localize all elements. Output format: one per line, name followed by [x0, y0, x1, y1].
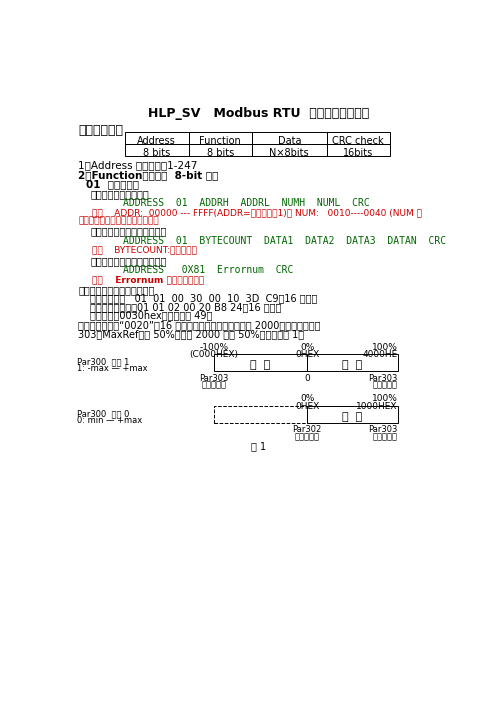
Text: 频率最大值: 频率最大值	[373, 381, 398, 389]
Bar	[188, 144, 252, 156]
Text: N×8bits: N×8bits	[270, 148, 309, 158]
Text: Address: Address	[138, 135, 176, 145]
Text: 变频器返回数据：01 01 02 00 20 B8 24（16 进制）: 变频器返回数据：01 01 02 00 20 B8 24（16 进制）	[90, 302, 282, 312]
Text: ADDRESS   0X81  Errornum  CRC: ADDRESS 0X81 Errornum CRC	[123, 265, 294, 275]
Text: ADDRESS  01  BYTECOUNT  DATA1  DATA2  DATA3  DATAN  CRC: ADDRESS 01 BYTECOUNT DATA1 DATA2 DATA3 D…	[123, 236, 447, 246]
Text: 应发送数据：   01  01  00  30  00  10  3D  C9（16 进制）: 应发送数据： 01 01 00 30 00 10 3D C9（16 进制）	[90, 294, 318, 304]
Text: 1）Address 通讯地址：1-247: 1）Address 通讯地址：1-247	[79, 160, 198, 170]
Text: 如：要检测变频器的输出频率: 如：要检测变频器的输出频率	[79, 285, 155, 295]
Text: (C000HEX): (C000HEX)	[190, 351, 238, 359]
Bar	[307, 406, 398, 423]
Text: 通信资料格式: 通信资料格式	[79, 124, 123, 137]
Text: 图 1: 图 1	[250, 441, 266, 451]
Text: 8 bits: 8 bits	[143, 148, 170, 158]
Text: 要读线圈状态值的二进制数位数）: 要读线圈状态值的二进制数位数）	[79, 217, 159, 225]
Text: 0: min — +max: 0: min — +max	[77, 416, 142, 425]
Text: Par300  设为 0: Par300 设为 0	[77, 409, 130, 418]
Text: 正  转: 正 转	[342, 412, 362, 422]
Bar	[252, 144, 327, 156]
Text: Par303: Par303	[200, 374, 229, 383]
Text: 反  转: 反 转	[250, 361, 271, 371]
Bar	[252, 132, 327, 144]
Bar	[188, 132, 252, 144]
Text: ADDRESS  01  ADDRH  ADDRL  NUMH  NUML  CRC: ADDRESS 01 ADDRH ADDRL NUMH NUML CRC	[123, 198, 370, 208]
Bar	[125, 132, 188, 144]
Text: 返回的数据位为“0020”（16 进制），高位与低位互换，为 2000。即输出频率为: 返回的数据位为“0020”（16 进制），高位与低位互换，为 2000。即输出频…	[79, 320, 321, 330]
Text: 错误时变频器返回数据格式：: 错误时变频器返回数据格式：	[90, 256, 166, 266]
Text: -100%: -100%	[200, 343, 229, 352]
Text: 01  读线圈状态: 01 读线圈状态	[86, 180, 139, 190]
Text: 发送数据：0030hex（线圈地址 49）: 发送数据：0030hex（线圈地址 49）	[90, 310, 213, 320]
Bar	[307, 354, 398, 371]
Text: 频率最小值: 频率最小值	[295, 432, 320, 441]
Text: 上位机发送数据格式：: 上位机发送数据格式：	[90, 189, 149, 199]
Bar	[214, 406, 307, 423]
Text: 注：    Errornum 为错误类型代码: 注： Errornum 为错误类型代码	[92, 275, 205, 284]
Text: 4000HE: 4000HE	[362, 351, 398, 359]
Text: 8 bits: 8 bits	[207, 148, 234, 158]
Text: 0: 0	[304, 374, 310, 383]
Text: 1000HEX: 1000HEX	[356, 402, 398, 411]
Text: 0%: 0%	[300, 394, 314, 404]
Text: 注：    ADDR:  00000 --- FFFF(ADDR=线圈地址－1)。 NUM:   0010----0040 (NUM 为: 注： ADDR: 00000 --- FFFF(ADDR=线圈地址－1)。 NU…	[92, 208, 422, 217]
Bar	[327, 132, 390, 144]
Text: Data: Data	[278, 135, 301, 145]
Text: Par303: Par303	[368, 425, 398, 434]
Text: 0HEX: 0HEX	[295, 351, 319, 359]
Text: 2）Function：命令码  8-bit 命令: 2）Function：命令码 8-bit 命令	[79, 170, 219, 180]
Bar	[125, 144, 188, 156]
Bar	[214, 354, 307, 371]
Text: 0%: 0%	[300, 343, 314, 352]
Text: 100%: 100%	[372, 394, 398, 404]
Text: 正  转: 正 转	[342, 361, 362, 371]
Text: 303（MaxRef）的 50%。关于 2000 对应 50%，具体见图 1。: 303（MaxRef）的 50%。关于 2000 对应 50%，具体见图 1。	[79, 329, 304, 339]
Text: Function: Function	[200, 135, 241, 145]
Text: 1: -max — +max: 1: -max — +max	[77, 364, 148, 374]
Text: Par302: Par302	[292, 425, 322, 434]
Text: 16bits: 16bits	[343, 148, 373, 158]
Text: HLP_SV   Modbus RTU  标准通讯协议格式: HLP_SV Modbus RTU 标准通讯协议格式	[148, 107, 369, 120]
Text: CRC check: CRC check	[333, 135, 384, 145]
Bar	[327, 144, 390, 156]
Text: 100%: 100%	[372, 343, 398, 352]
Text: 频率最大值: 频率最大值	[373, 432, 398, 441]
Text: 0HEX: 0HEX	[295, 402, 319, 411]
Text: 正确时变频器返回数据格式：: 正确时变频器返回数据格式：	[90, 227, 166, 237]
Text: 注：    BYTECOUNT:读取的字数: 注： BYTECOUNT:读取的字数	[92, 246, 198, 255]
Text: 频率最大值: 频率最大值	[202, 381, 227, 389]
Text: Par303: Par303	[368, 374, 398, 383]
Text: Par300  设为 1: Par300 设为 1	[77, 357, 130, 366]
